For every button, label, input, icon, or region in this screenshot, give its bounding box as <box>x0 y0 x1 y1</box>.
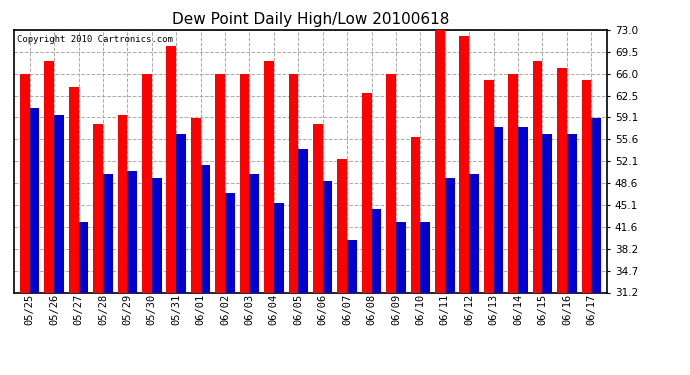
Bar <box>371 209 382 375</box>
Bar <box>484 80 493 375</box>
Bar <box>215 74 225 375</box>
Bar <box>582 80 591 375</box>
Bar <box>313 124 323 375</box>
Bar <box>69 87 79 375</box>
Bar <box>362 93 371 375</box>
Bar <box>30 108 39 375</box>
Bar <box>557 68 567 375</box>
Bar <box>239 74 250 375</box>
Bar <box>435 24 445 375</box>
Bar <box>166 46 176 375</box>
Bar <box>20 74 30 375</box>
Bar <box>128 171 137 375</box>
Bar <box>152 178 161 375</box>
Bar <box>542 134 552 375</box>
Bar <box>117 115 128 375</box>
Bar <box>591 118 601 375</box>
Bar <box>396 222 406 375</box>
Bar <box>288 74 298 375</box>
Bar <box>225 193 235 375</box>
Bar <box>54 115 64 375</box>
Bar <box>469 174 479 375</box>
Bar <box>264 62 274 375</box>
Text: Copyright 2010 Cartronics.com: Copyright 2010 Cartronics.com <box>17 35 172 44</box>
Bar <box>274 203 284 375</box>
Bar <box>201 165 210 375</box>
Bar <box>142 74 152 375</box>
Bar <box>93 124 103 375</box>
Bar <box>298 149 308 375</box>
Bar <box>250 174 259 375</box>
Bar <box>191 118 201 375</box>
Bar <box>103 174 112 375</box>
Title: Dew Point Daily High/Low 20100618: Dew Point Daily High/Low 20100618 <box>172 12 449 27</box>
Bar <box>493 128 504 375</box>
Bar <box>411 137 420 375</box>
Bar <box>337 159 347 375</box>
Bar <box>445 178 455 375</box>
Bar <box>420 222 430 375</box>
Bar <box>79 222 88 375</box>
Bar <box>347 240 357 375</box>
Bar <box>44 62 54 375</box>
Bar <box>567 134 577 375</box>
Bar <box>533 62 542 375</box>
Bar <box>176 134 186 375</box>
Bar <box>386 74 396 375</box>
Bar <box>323 181 333 375</box>
Bar <box>509 74 518 375</box>
Bar <box>518 128 528 375</box>
Bar <box>460 36 469 375</box>
